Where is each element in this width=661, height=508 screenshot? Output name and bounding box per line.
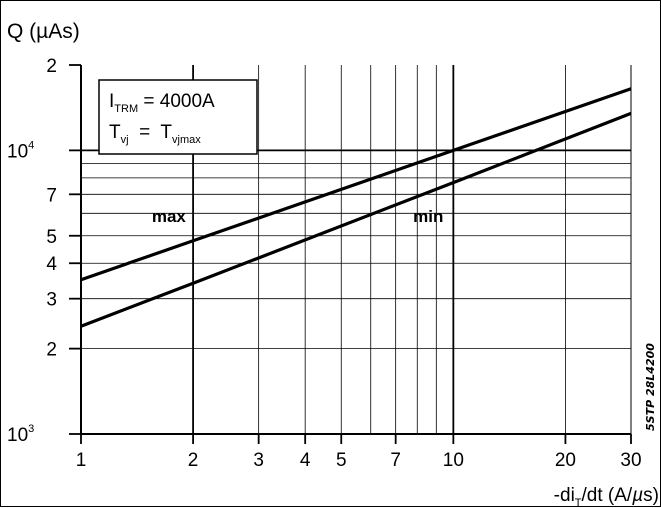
side-text: 5STP 28L4200 [644, 343, 657, 431]
legend-line-2: Tvj = Tvjmax [109, 122, 201, 146]
y-tick-label: 7 [46, 185, 57, 206]
x-tick-label: 2 [188, 450, 199, 471]
y-tick-label: 5 [46, 227, 57, 248]
y-tick-label: 2 [46, 340, 57, 361]
y-tick-label: 2 [46, 56, 57, 77]
x-tick-label: 10 [443, 450, 464, 471]
legend-line-1: ITRM = 4000A [109, 91, 215, 115]
x-tick-label: 3 [253, 450, 264, 471]
legend-frame [98, 79, 258, 155]
x-tick-label: 5 [336, 450, 347, 471]
series-line-min [80, 111, 632, 328]
x-tick-label: 20 [555, 450, 576, 471]
x-tick-label: 7 [390, 450, 401, 471]
x-tick-label: 30 [620, 450, 641, 471]
x-tick-label: 4 [300, 450, 311, 471]
x-tick-label: 1 [76, 450, 87, 471]
curves: max min [80, 87, 632, 328]
y-tick-label: 103 [7, 423, 34, 446]
curve-label-max: max [152, 207, 187, 226]
y-tick-label: 4 [46, 254, 57, 275]
y-tick-label: 3 [46, 290, 57, 311]
tick-labels: 1 2 3 4 5 7 10 20 30 103 2 3 4 5 7 104 2 [7, 56, 642, 471]
y-tick-label: 104 [7, 139, 34, 162]
series-line-max [80, 87, 632, 282]
legend-box: ITRM = 4000A Tvj = Tvjmax [98, 79, 258, 155]
x-axis-label: -diT/dt (A/µs) [554, 485, 659, 508]
curve-label-min: min [413, 207, 443, 226]
chart-title: Q (µAs) [7, 20, 80, 43]
axes [69, 64, 632, 444]
